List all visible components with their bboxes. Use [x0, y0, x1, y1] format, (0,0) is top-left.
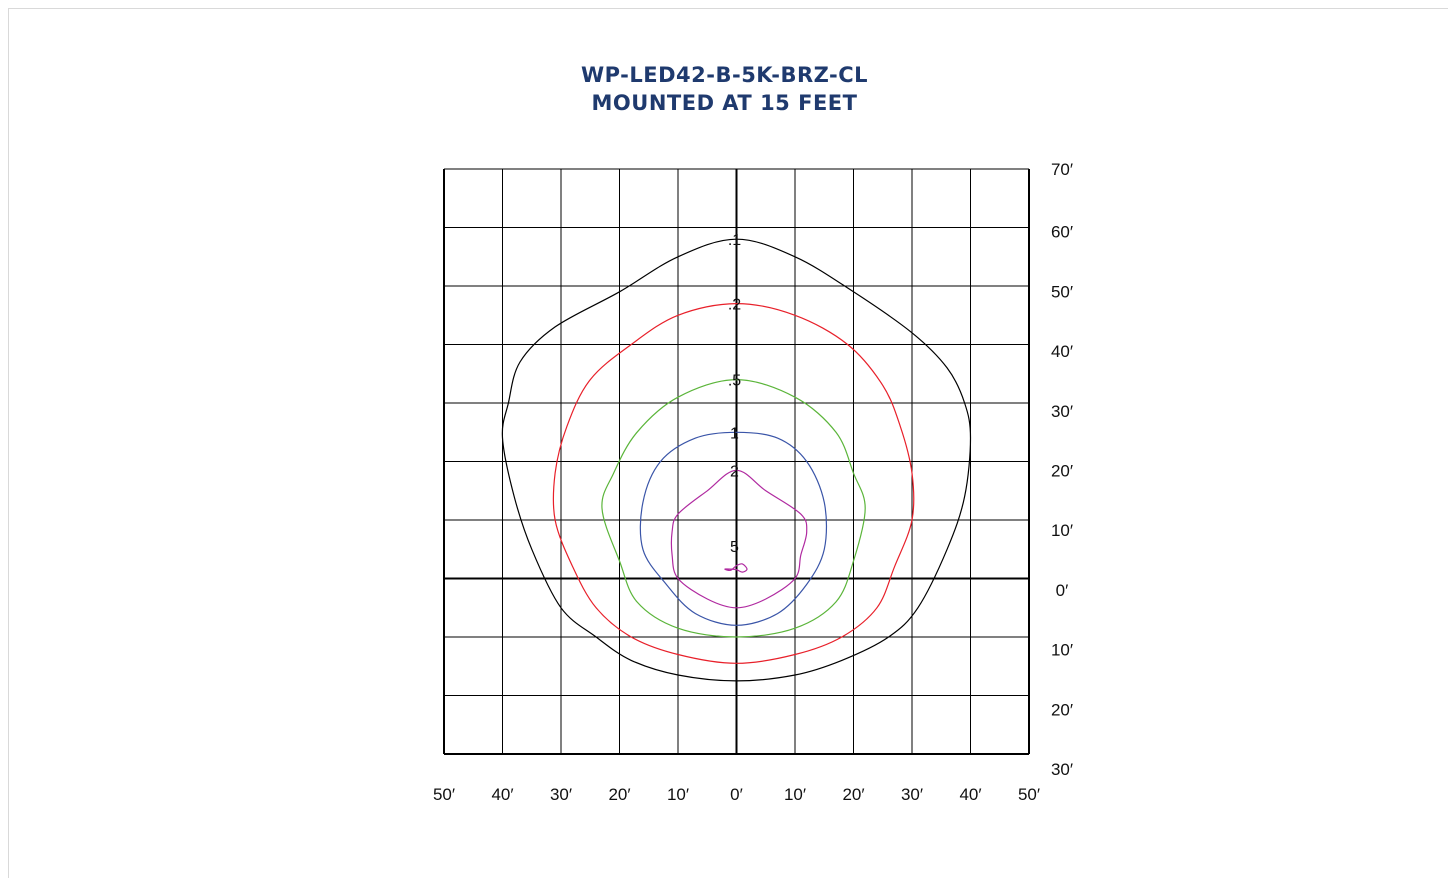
- contour-label: .1: [728, 232, 741, 249]
- x-tick-label: 40′: [491, 785, 513, 804]
- chart-title: WP-LED42-B-5K-BRZ-CL: [580, 63, 869, 87]
- x-tick-label: 10′: [667, 785, 689, 804]
- x-tick-label: 0′: [730, 785, 743, 804]
- y-tick-label: 20′: [1051, 700, 1073, 719]
- x-tick-label: 50′: [1018, 785, 1040, 804]
- x-tick-label: 20′: [608, 785, 630, 804]
- chart-subtitle: MOUNTED AT 15 FEET: [591, 91, 858, 115]
- contour-line: [552, 302, 915, 664]
- y-tick-label: 50′: [1051, 282, 1073, 301]
- y-tick-label: 20′: [1051, 462, 1073, 481]
- y-tick-label: 30′: [1051, 760, 1073, 779]
- x-tick-label: 20′: [842, 785, 864, 804]
- chart-frame: [8, 8, 1448, 878]
- y-tick-label: 60′: [1051, 223, 1073, 242]
- contour-line: [724, 563, 748, 573]
- y-tick-label: 70′: [1051, 160, 1073, 179]
- x-tick-label: 40′: [959, 785, 981, 804]
- contour-line: [501, 238, 972, 682]
- contour-line: [639, 431, 828, 626]
- x-tick-label: 30′: [901, 785, 923, 804]
- y-tick-label: 0′: [1056, 581, 1069, 600]
- contour-label: 1: [730, 425, 739, 442]
- contour-label: .5: [728, 373, 741, 390]
- contour-label: .2: [728, 297, 741, 314]
- contour-label: 2: [730, 463, 739, 480]
- y-tick-label: 10′: [1051, 521, 1073, 540]
- y-tick-label: 10′: [1051, 641, 1073, 660]
- contour-line: [601, 378, 866, 638]
- x-tick-label: 50′: [433, 785, 455, 804]
- x-tick-label: 10′: [784, 785, 806, 804]
- y-tick-label: 30′: [1051, 402, 1073, 421]
- contour-label: 5: [730, 539, 739, 556]
- x-tick-label: 30′: [550, 785, 572, 804]
- y-tick-label: 40′: [1051, 342, 1073, 361]
- contour-line: [670, 469, 808, 609]
